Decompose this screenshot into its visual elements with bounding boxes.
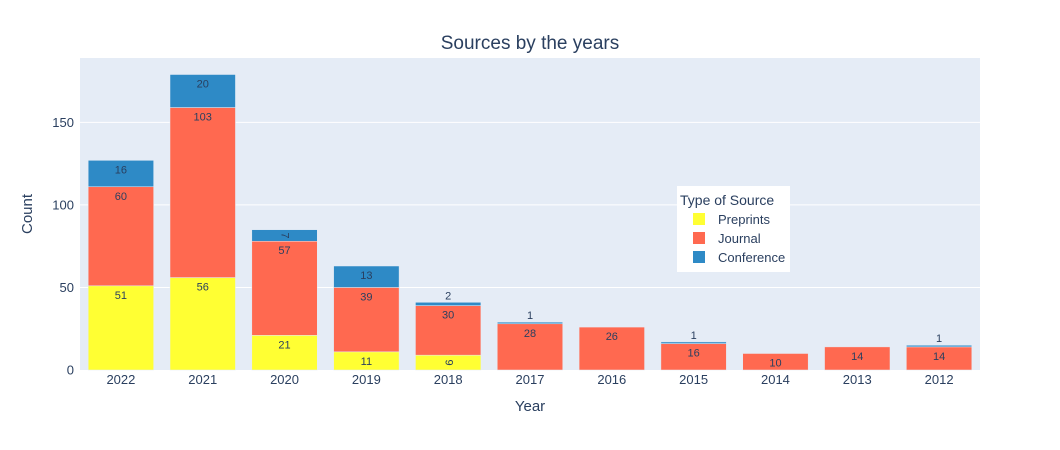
legend[interactable]: Type of Source Preprints Journal Conferenc…	[677, 186, 790, 272]
bar-journal-2014[interactable]	[742, 353, 809, 371]
data-label-conference-2015: 1	[691, 330, 697, 342]
bar-conference-2021[interactable]	[169, 74, 236, 108]
x-tick-label: 2013	[843, 372, 872, 387]
data-label-journal-2017: 28	[524, 328, 536, 340]
x-tick-label: 2017	[516, 372, 545, 387]
x-axis-title: Year	[515, 398, 545, 415]
y-axis-title: Count	[19, 193, 36, 234]
bar-journal-2017[interactable]	[497, 323, 563, 371]
bar-conference-2019[interactable]	[333, 265, 400, 288]
data-label-journal-2014: 10	[769, 357, 781, 369]
data-label-conference-2017: 1	[527, 310, 533, 322]
data-label-conference-2012: 1	[936, 333, 942, 345]
data-label-preprints-2019: 11	[361, 356, 372, 368]
legend-item-preprints[interactable]: Preprints	[718, 212, 771, 227]
x-tick-label: 2021	[188, 372, 217, 387]
legend-swatch-conference[interactable]	[693, 251, 705, 263]
x-tick-label: 2018	[434, 372, 463, 387]
legend-item-journal[interactable]: Journal	[718, 231, 761, 246]
data-label-preprints-2021: 56	[197, 282, 209, 294]
x-tick-label: 2019	[352, 372, 381, 387]
data-label-journal-2016: 26	[606, 331, 618, 343]
y-tick-label: 150	[52, 115, 74, 130]
data-label-preprints-2018: 9	[442, 360, 454, 366]
y-tick-label: 0	[67, 363, 74, 378]
data-label-conference-2020: 7	[279, 232, 291, 238]
data-label-journal-2020: 57	[278, 245, 290, 257]
data-label-journal-2021: 103	[194, 112, 212, 124]
data-label-preprints-2022: 51	[115, 290, 127, 302]
bar-preprints-2022[interactable]	[87, 285, 154, 371]
y-tick-label: 50	[60, 280, 74, 295]
bar-conference-2018[interactable]	[415, 302, 482, 306]
data-label-journal-2012: 14	[933, 351, 945, 363]
x-tick-label: 2015	[679, 372, 708, 387]
bar-journal-2020[interactable]	[251, 240, 318, 336]
bar-journal-2018[interactable]	[415, 305, 482, 356]
x-tick-label: 2016	[597, 372, 626, 387]
bar-conference-2017[interactable]	[497, 321, 563, 325]
data-label-journal-2022: 60	[115, 191, 127, 203]
bar-conference-2012[interactable]	[906, 344, 973, 348]
bar-journal-2016[interactable]	[578, 326, 645, 371]
chart-title: Sources by the years	[441, 33, 619, 54]
bar-conference-2015[interactable]	[660, 341, 727, 344]
legend-title: Type of Source	[680, 192, 774, 208]
x-tick-label: 2012	[925, 372, 954, 387]
bar-preprints-2020[interactable]	[251, 335, 318, 371]
data-label-journal-2015: 16	[688, 348, 700, 360]
legend-swatch-preprints[interactable]	[693, 213, 705, 225]
data-label-journal-2013: 14	[851, 351, 863, 363]
y-tick-label: 100	[52, 197, 74, 212]
bar-journal-2022[interactable]	[87, 186, 154, 287]
bar-journal-2021[interactable]	[169, 107, 236, 278]
x-tick-label: 2014	[761, 372, 790, 387]
data-label-conference-2018: 2	[445, 290, 451, 302]
data-label-conference-2019: 13	[360, 270, 372, 282]
bar-conference-2022[interactable]	[87, 160, 154, 188]
bar-conference-2020[interactable]	[251, 229, 318, 242]
x-tick-label: 2022	[106, 372, 135, 387]
legend-item-conference[interactable]: Conference	[718, 250, 785, 265]
legend-swatch-journal[interactable]	[693, 232, 705, 244]
x-tick-label: 2020	[270, 372, 299, 387]
data-label-journal-2018: 30	[442, 310, 454, 322]
data-label-conference-2022: 16	[115, 164, 127, 176]
data-label-conference-2021: 20	[197, 79, 209, 91]
data-label-preprints-2020: 21	[278, 339, 290, 351]
data-label-journal-2019: 39	[360, 291, 372, 303]
bar-journal-2013[interactable]	[824, 346, 891, 371]
